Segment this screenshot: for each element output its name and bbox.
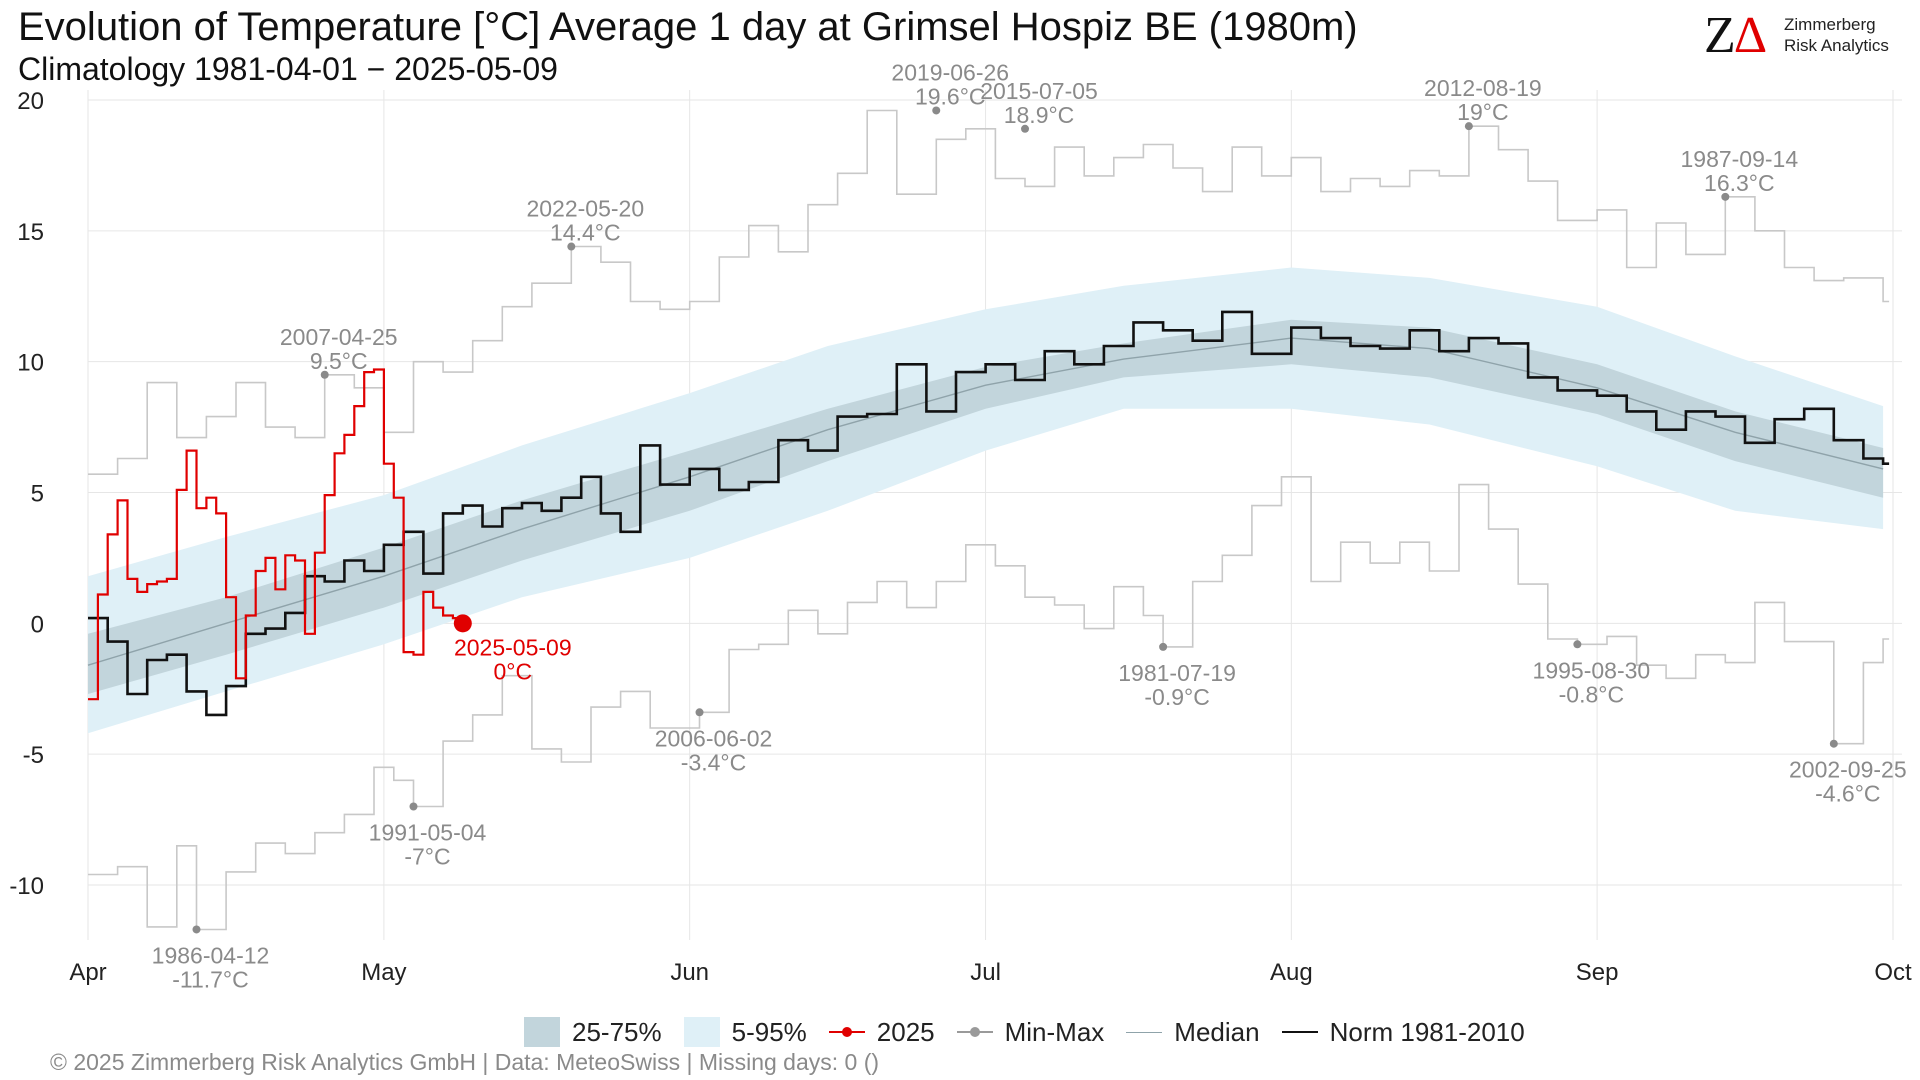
legend-item-2025: 2025 bbox=[828, 1016, 935, 1048]
extreme-value-label: 19°C bbox=[1457, 99, 1508, 125]
footer-credits: © 2025 Zimmerberg Risk Analytics GmbH | … bbox=[50, 1049, 880, 1075]
legend-item-iqr: 25-75% bbox=[524, 1017, 662, 1048]
extreme-value-label: 16.3°C bbox=[1704, 170, 1775, 196]
extreme-value-label: -3.4°C bbox=[681, 749, 746, 775]
logo-line2: Risk Analytics bbox=[1784, 36, 1889, 55]
legend-label-2025: 2025 bbox=[876, 1016, 935, 1047]
series-min-line bbox=[88, 476, 1890, 931]
extreme-point bbox=[1159, 642, 1168, 651]
x-tick-label: May bbox=[361, 959, 406, 986]
extreme-value-label: -0.9°C bbox=[1144, 684, 1209, 710]
x-tick-label: Jul bbox=[970, 959, 1001, 986]
extreme-date-label: 2012-08-19 bbox=[1424, 75, 1542, 101]
chart-legend: 25-75% 5-95% 2025 Min-Max Median Norm 19… bbox=[524, 1012, 1547, 1052]
legend-swatch-p595 bbox=[683, 1017, 720, 1047]
series-2025-line bbox=[88, 368, 466, 701]
logo-mark: ZΔ bbox=[1704, 7, 1767, 64]
y-tick-label: 10 bbox=[17, 350, 44, 377]
extreme-date-label: 1987-09-14 bbox=[1680, 146, 1798, 172]
legend-label-norm: Norm 1981-2010 bbox=[1329, 1016, 1525, 1047]
extreme-value-label: -0.8°C bbox=[1559, 681, 1624, 707]
legend-key-norm bbox=[1281, 1022, 1318, 1042]
x-tick-label: Apr bbox=[69, 959, 106, 986]
extreme-value-label: -4.6°C bbox=[1815, 781, 1880, 807]
y-tick-label: 5 bbox=[31, 481, 44, 508]
series-norm-line bbox=[88, 310, 1890, 717]
legend-item-norm: Norm 1981-2010 bbox=[1281, 1016, 1525, 1048]
extreme-point bbox=[932, 106, 941, 115]
extreme-point bbox=[1464, 122, 1473, 131]
extreme-point bbox=[192, 925, 201, 934]
extreme-date-label: 1995-08-30 bbox=[1533, 657, 1651, 683]
extreme-date-label: 2022-05-20 bbox=[526, 196, 644, 222]
legend-key-2025 bbox=[828, 1022, 865, 1042]
legend-label-iqr: 25-75% bbox=[572, 1016, 662, 1047]
band-layer bbox=[88, 267, 1884, 734]
extreme-date-label: 2002-09-25 bbox=[1789, 757, 1907, 783]
legend-label-minmax: Min-Max bbox=[1004, 1016, 1105, 1047]
company-logo: ZΔ Zimmerberg Risk Analytics bbox=[1704, 10, 1904, 62]
extreme-point bbox=[1829, 739, 1838, 748]
legend-label-p595: 5-95% bbox=[731, 1016, 807, 1047]
extreme-value-label: 9.5°C bbox=[310, 348, 368, 374]
extreme-date-label: 1991-05-04 bbox=[369, 820, 487, 846]
extreme-value-label: 18.9°C bbox=[1004, 102, 1075, 128]
extreme-point bbox=[695, 708, 704, 717]
series-median-line bbox=[87, 337, 1884, 666]
legend-swatch-iqr bbox=[524, 1017, 560, 1047]
x-tick-label: Sep bbox=[1576, 959, 1619, 986]
extreme-point bbox=[1573, 640, 1582, 649]
extreme-point bbox=[1721, 192, 1730, 201]
extreme-value-label: 14.4°C bbox=[550, 220, 621, 246]
legend-item-minmax: Min-Max bbox=[956, 1016, 1105, 1048]
band-5-95 bbox=[88, 267, 1884, 734]
extreme-point bbox=[409, 802, 418, 811]
extreme-value-label: 19.6°C bbox=[915, 83, 986, 109]
legend-item-p595: 5-95% bbox=[683, 1016, 807, 1048]
legend-key-median bbox=[1126, 1022, 1163, 1042]
extreme-value-label: -11.7°C bbox=[172, 966, 249, 992]
chart-title: Evolution of Temperature [°C] Average 1 … bbox=[18, 5, 1358, 49]
logo-text: Zimmerberg Risk Analytics bbox=[1784, 14, 1889, 56]
extreme-point bbox=[1021, 124, 1030, 133]
extreme-date-label: 2007-04-25 bbox=[280, 324, 398, 350]
extreme-date-label: 1981-07-19 bbox=[1118, 660, 1236, 686]
y-tick-label: -10 bbox=[9, 873, 44, 900]
line-layer bbox=[87, 109, 1890, 931]
extreme-date-label: 2019-06-26 bbox=[891, 59, 1009, 85]
extreme-point bbox=[320, 370, 329, 379]
legend-label-median: Median bbox=[1174, 1016, 1260, 1047]
extreme-date-label: 2006-06-02 bbox=[655, 725, 773, 751]
current-point bbox=[453, 614, 472, 633]
y-tick-label: 0 bbox=[31, 611, 44, 638]
logo-line1: Zimmerberg bbox=[1784, 15, 1876, 34]
extreme-date-label: 1986-04-12 bbox=[152, 942, 270, 968]
y-tick-label: -5 bbox=[23, 742, 44, 769]
y-tick-label: 15 bbox=[17, 219, 44, 246]
band-25-75 bbox=[88, 319, 1884, 694]
current-date-label: 2025-05-09 bbox=[454, 634, 572, 660]
extreme-value-label: -7°C bbox=[404, 844, 450, 870]
extreme-point bbox=[567, 242, 576, 251]
y-tick-label: 20 bbox=[17, 88, 44, 115]
x-tick-label: Aug bbox=[1270, 959, 1313, 986]
chart-subtitle: Climatology 1981-04-01 − 2025-05-09 bbox=[18, 51, 558, 87]
legend-key-minmax bbox=[956, 1022, 993, 1042]
current-value-label: 0°C bbox=[494, 658, 533, 684]
x-tick-label: Oct bbox=[1874, 959, 1912, 986]
axis-layer: 20 15 10 5 0 -5 -10 Apr May Jun Jul Aug Sep Oct bbox=[9, 88, 1912, 986]
x-tick-label: Jun bbox=[670, 959, 709, 986]
legend-item-median: Median bbox=[1126, 1016, 1260, 1048]
extreme-date-label: 2015-07-05 bbox=[980, 78, 1098, 104]
